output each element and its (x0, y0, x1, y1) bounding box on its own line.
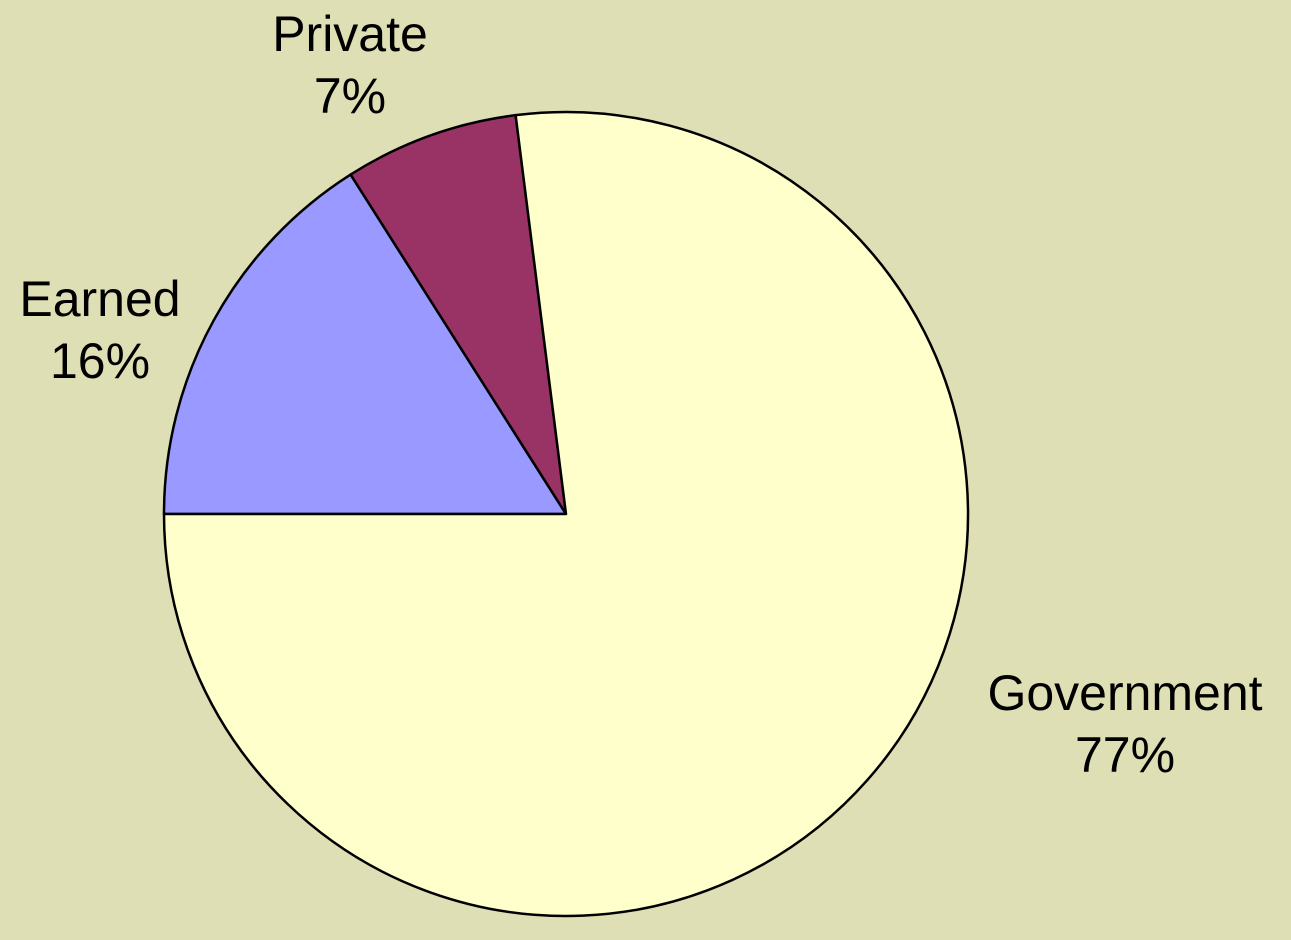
slice-name-government: Government (987, 665, 1263, 721)
slice-label-earned: Earned 16% (0, 268, 200, 392)
pie-slice-earned (162, 173, 568, 516)
slice-name-earned: Earned (19, 271, 181, 327)
pie-slice-government (162, 110, 970, 918)
slice-label-private: Private 7% (250, 3, 450, 127)
slice-label-government: Government 77% (970, 662, 1280, 786)
slice-value-government: 77% (1074, 727, 1176, 783)
pie-slice-private (349, 113, 568, 516)
slice-value-earned: 16% (49, 333, 151, 389)
slice-name-private: Private (272, 6, 428, 62)
slice-value-private: 7% (313, 68, 387, 124)
